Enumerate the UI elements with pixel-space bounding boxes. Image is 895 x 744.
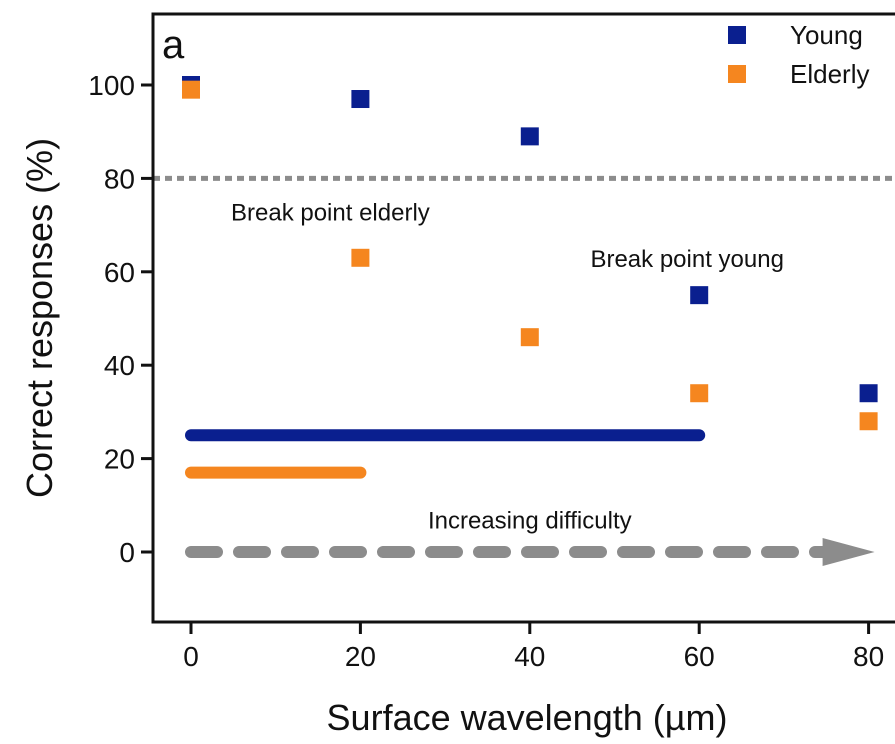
y-tick-label-40: 40 [104, 350, 135, 381]
legend-label-elderly: Elderly [790, 59, 869, 89]
legend-swatch-elderly [728, 65, 746, 83]
annotation-break-point-elderly: Break point elderly [231, 199, 430, 226]
point-young-20 [351, 90, 370, 109]
legend-label-young: Young [790, 20, 863, 50]
y-tick-label-100: 100 [88, 70, 135, 101]
x-tick-label-80: 80 [853, 641, 884, 672]
point-young-60 [690, 286, 709, 305]
y-axis-title: Correct responses (%) [19, 138, 60, 498]
difficulty-arrow-head [822, 538, 875, 566]
x-tick-label-20: 20 [345, 641, 376, 672]
y-tick-label-60: 60 [104, 257, 135, 288]
point-elderly-80 [859, 412, 878, 431]
y-tick-label-80: 80 [104, 163, 135, 194]
x-tick-label-60: 60 [684, 641, 715, 672]
x-tick-label-40: 40 [514, 641, 545, 672]
annotation-break-point-young: Break point young [590, 246, 783, 273]
x-axis-title: Surface wavelength (µm) [327, 697, 728, 738]
point-elderly-40 [520, 328, 539, 347]
panel-label: a [162, 23, 185, 67]
legend: Young Elderly [728, 20, 869, 89]
x-axis-ticks: 0 20 40 60 80 [183, 622, 884, 672]
data-points [182, 76, 878, 431]
legend-swatch-young [728, 26, 746, 44]
y-tick-label-0: 0 [119, 537, 135, 568]
point-young-80 [859, 384, 878, 403]
point-elderly-0 [182, 80, 200, 99]
annotation-increasing-difficulty: Increasing difficulty [428, 508, 632, 535]
plot-area [151, 12, 895, 624]
x-tick-label-0: 0 [183, 641, 199, 672]
point-elderly-60 [690, 384, 709, 403]
y-axis-ticks: 0 20 40 60 80 100 [88, 70, 153, 568]
point-elderly-20 [351, 248, 370, 267]
point-young-40 [520, 127, 539, 146]
y-tick-label-20: 20 [104, 444, 135, 475]
